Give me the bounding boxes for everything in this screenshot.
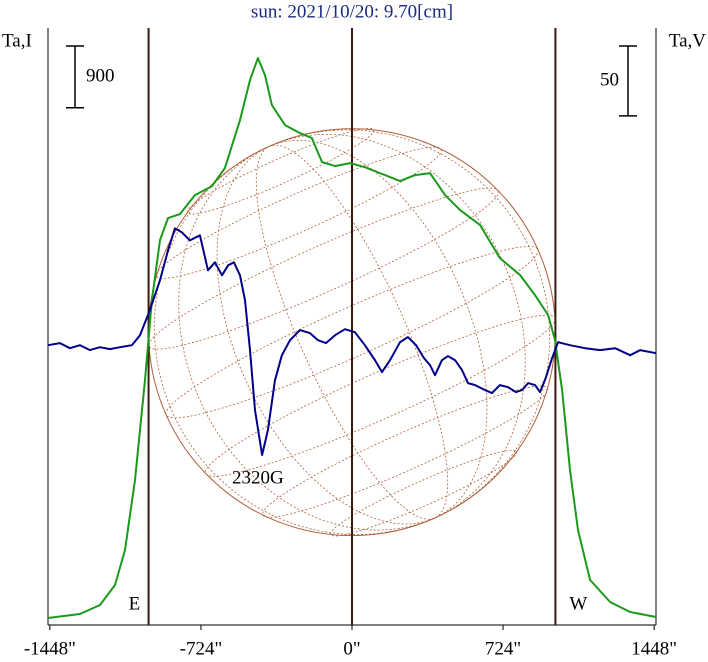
x-tick-label: 1448" — [631, 638, 677, 659]
y2-scale-label: 50 — [600, 69, 619, 90]
y-scale-label: 900 — [86, 65, 115, 86]
x-tick-label: 724" — [485, 638, 521, 659]
parallel — [205, 314, 556, 477]
limb-label: E — [129, 593, 141, 614]
y-label: Ta,I — [2, 30, 32, 51]
meridian — [178, 133, 526, 531]
parallel — [155, 146, 442, 279]
y2-label: Ta,V — [669, 30, 706, 51]
parallel — [330, 449, 518, 537]
parallel — [148, 187, 499, 350]
x-tick-label: 0" — [343, 638, 360, 659]
x-tick-label: -724" — [180, 638, 223, 659]
meridian — [153, 129, 551, 535]
parallel — [262, 385, 549, 518]
solar-grid — [148, 127, 556, 537]
x-tick-label: -1448" — [24, 638, 76, 659]
meridian — [216, 139, 488, 525]
chart-title: sun: 2021/10/20: 9.70[cm] — [251, 1, 453, 22]
limb-label: W — [569, 593, 587, 614]
annotation: 2320G — [232, 467, 284, 488]
series-line — [47, 57, 657, 619]
parallel — [186, 127, 374, 215]
series-line — [47, 227, 657, 456]
